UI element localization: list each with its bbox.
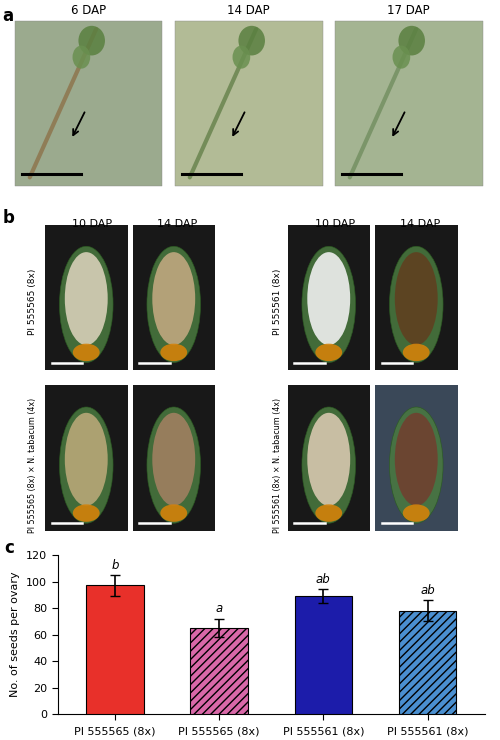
Ellipse shape <box>152 413 195 506</box>
Bar <box>375 386 458 531</box>
Text: PI 555565 (8x): PI 555565 (8x) <box>74 727 156 737</box>
Ellipse shape <box>308 413 350 506</box>
Ellipse shape <box>60 407 113 523</box>
Text: PI 555561 (8x): PI 555561 (8x) <box>273 269 282 334</box>
Bar <box>175 21 322 186</box>
Ellipse shape <box>152 252 195 345</box>
Bar <box>294 596 352 714</box>
Text: 6 DAP: 6 DAP <box>71 4 106 17</box>
Ellipse shape <box>398 26 425 56</box>
Bar <box>375 224 458 370</box>
Ellipse shape <box>65 413 108 506</box>
Text: PI 555561 (8x) × N. tabacum (4x): PI 555561 (8x) × N. tabacum (4x) <box>273 398 282 533</box>
Text: 14 DAP: 14 DAP <box>228 4 270 17</box>
Ellipse shape <box>302 407 356 523</box>
Text: 14 DAP: 14 DAP <box>158 219 198 229</box>
Ellipse shape <box>160 343 187 361</box>
Ellipse shape <box>403 343 429 361</box>
Ellipse shape <box>232 46 250 69</box>
Bar <box>45 386 128 531</box>
Ellipse shape <box>395 413 438 506</box>
Bar <box>132 386 215 531</box>
Text: ab: ab <box>316 574 331 586</box>
Bar <box>86 585 144 714</box>
Bar <box>288 386 370 531</box>
Text: PI 555561 (8x): PI 555561 (8x) <box>387 727 468 737</box>
Ellipse shape <box>72 46 90 69</box>
Text: ab: ab <box>420 584 435 596</box>
Text: b: b <box>2 209 14 227</box>
Ellipse shape <box>60 246 113 363</box>
Ellipse shape <box>73 505 100 522</box>
Ellipse shape <box>238 26 265 56</box>
Ellipse shape <box>392 46 410 69</box>
Ellipse shape <box>147 246 201 363</box>
Bar <box>190 628 248 714</box>
Bar <box>45 224 128 370</box>
Text: c: c <box>4 539 14 557</box>
Text: PI 555565 (8x) × N. tabacum (4x): PI 555565 (8x) × N. tabacum (4x) <box>28 398 37 534</box>
Ellipse shape <box>316 505 342 522</box>
Text: 10 DAP: 10 DAP <box>315 219 355 229</box>
Ellipse shape <box>395 252 438 345</box>
Text: b: b <box>111 559 118 571</box>
Text: 14 DAP: 14 DAP <box>400 219 440 229</box>
Ellipse shape <box>160 505 187 522</box>
Text: 17 DAP: 17 DAP <box>388 4 430 17</box>
Ellipse shape <box>73 343 100 361</box>
Text: 10 DAP: 10 DAP <box>72 219 112 229</box>
Text: PI 555565 (8x): PI 555565 (8x) <box>178 727 260 737</box>
Ellipse shape <box>308 252 350 345</box>
Ellipse shape <box>78 26 105 56</box>
Ellipse shape <box>390 407 443 523</box>
Text: a: a <box>2 7 14 25</box>
Text: PI 555561 (8x): PI 555561 (8x) <box>282 727 364 737</box>
Ellipse shape <box>147 407 201 523</box>
Ellipse shape <box>390 246 443 363</box>
Text: PI 555565 (8x): PI 555565 (8x) <box>28 269 37 334</box>
Text: a: a <box>216 602 222 616</box>
Bar <box>15 21 163 186</box>
Bar <box>132 224 215 370</box>
Ellipse shape <box>65 252 108 345</box>
Y-axis label: No. of seeds per ovary: No. of seeds per ovary <box>10 572 20 697</box>
Ellipse shape <box>403 505 429 522</box>
Bar <box>335 21 482 186</box>
Bar <box>288 224 370 370</box>
Ellipse shape <box>316 343 342 361</box>
Ellipse shape <box>302 246 356 363</box>
Bar <box>399 610 456 714</box>
